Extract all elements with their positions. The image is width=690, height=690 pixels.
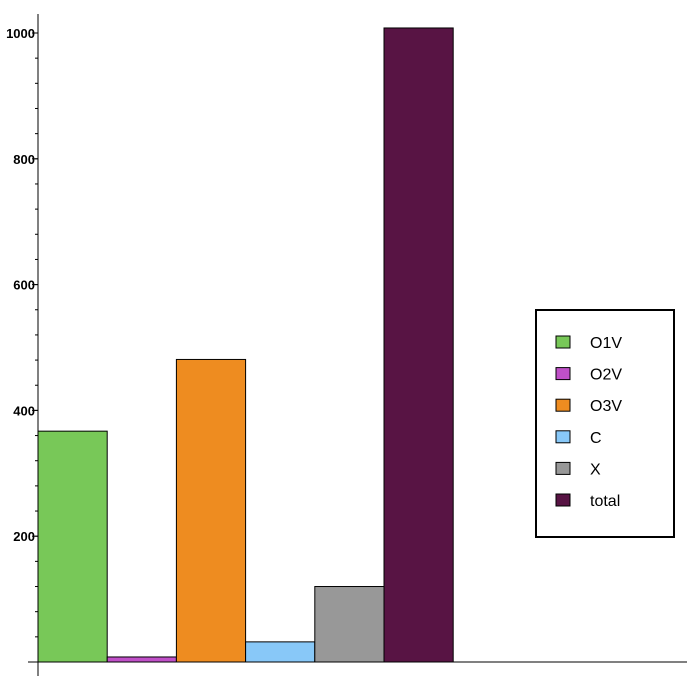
legend-label-c: C — [590, 430, 602, 447]
y-tick-label: 800 — [13, 152, 35, 167]
legend-swatch-o3v — [555, 398, 571, 412]
bar-o2v — [106, 656, 177, 663]
legend-swatch-x — [555, 461, 571, 475]
bar-o3v — [175, 358, 247, 663]
legend-label-o3v: O3V — [590, 398, 622, 415]
legend-swatch-o1v — [555, 335, 571, 349]
legend-label-o2v: O2V — [590, 367, 622, 384]
legend-swatch-o2v — [555, 367, 571, 381]
y-tick-label: 200 — [13, 529, 35, 544]
y-tick-label: 600 — [13, 278, 35, 293]
bar-o1v — [37, 430, 108, 663]
axes-group: 200 400 600 800 1000 — [6, 14, 687, 676]
bar-c — [245, 641, 316, 663]
legend-swatch-c — [555, 430, 571, 444]
legend-label-total: total — [590, 493, 620, 510]
bars-group — [37, 27, 454, 663]
legend-swatch-total — [555, 493, 571, 507]
y-tick-label: 400 — [13, 403, 35, 418]
bar-total — [383, 27, 454, 663]
legend-label-o1v: O1V — [590, 335, 622, 352]
bar-x — [314, 586, 385, 663]
y-tick-label: 1000 — [6, 26, 35, 41]
legend-label-x: X — [590, 461, 601, 478]
